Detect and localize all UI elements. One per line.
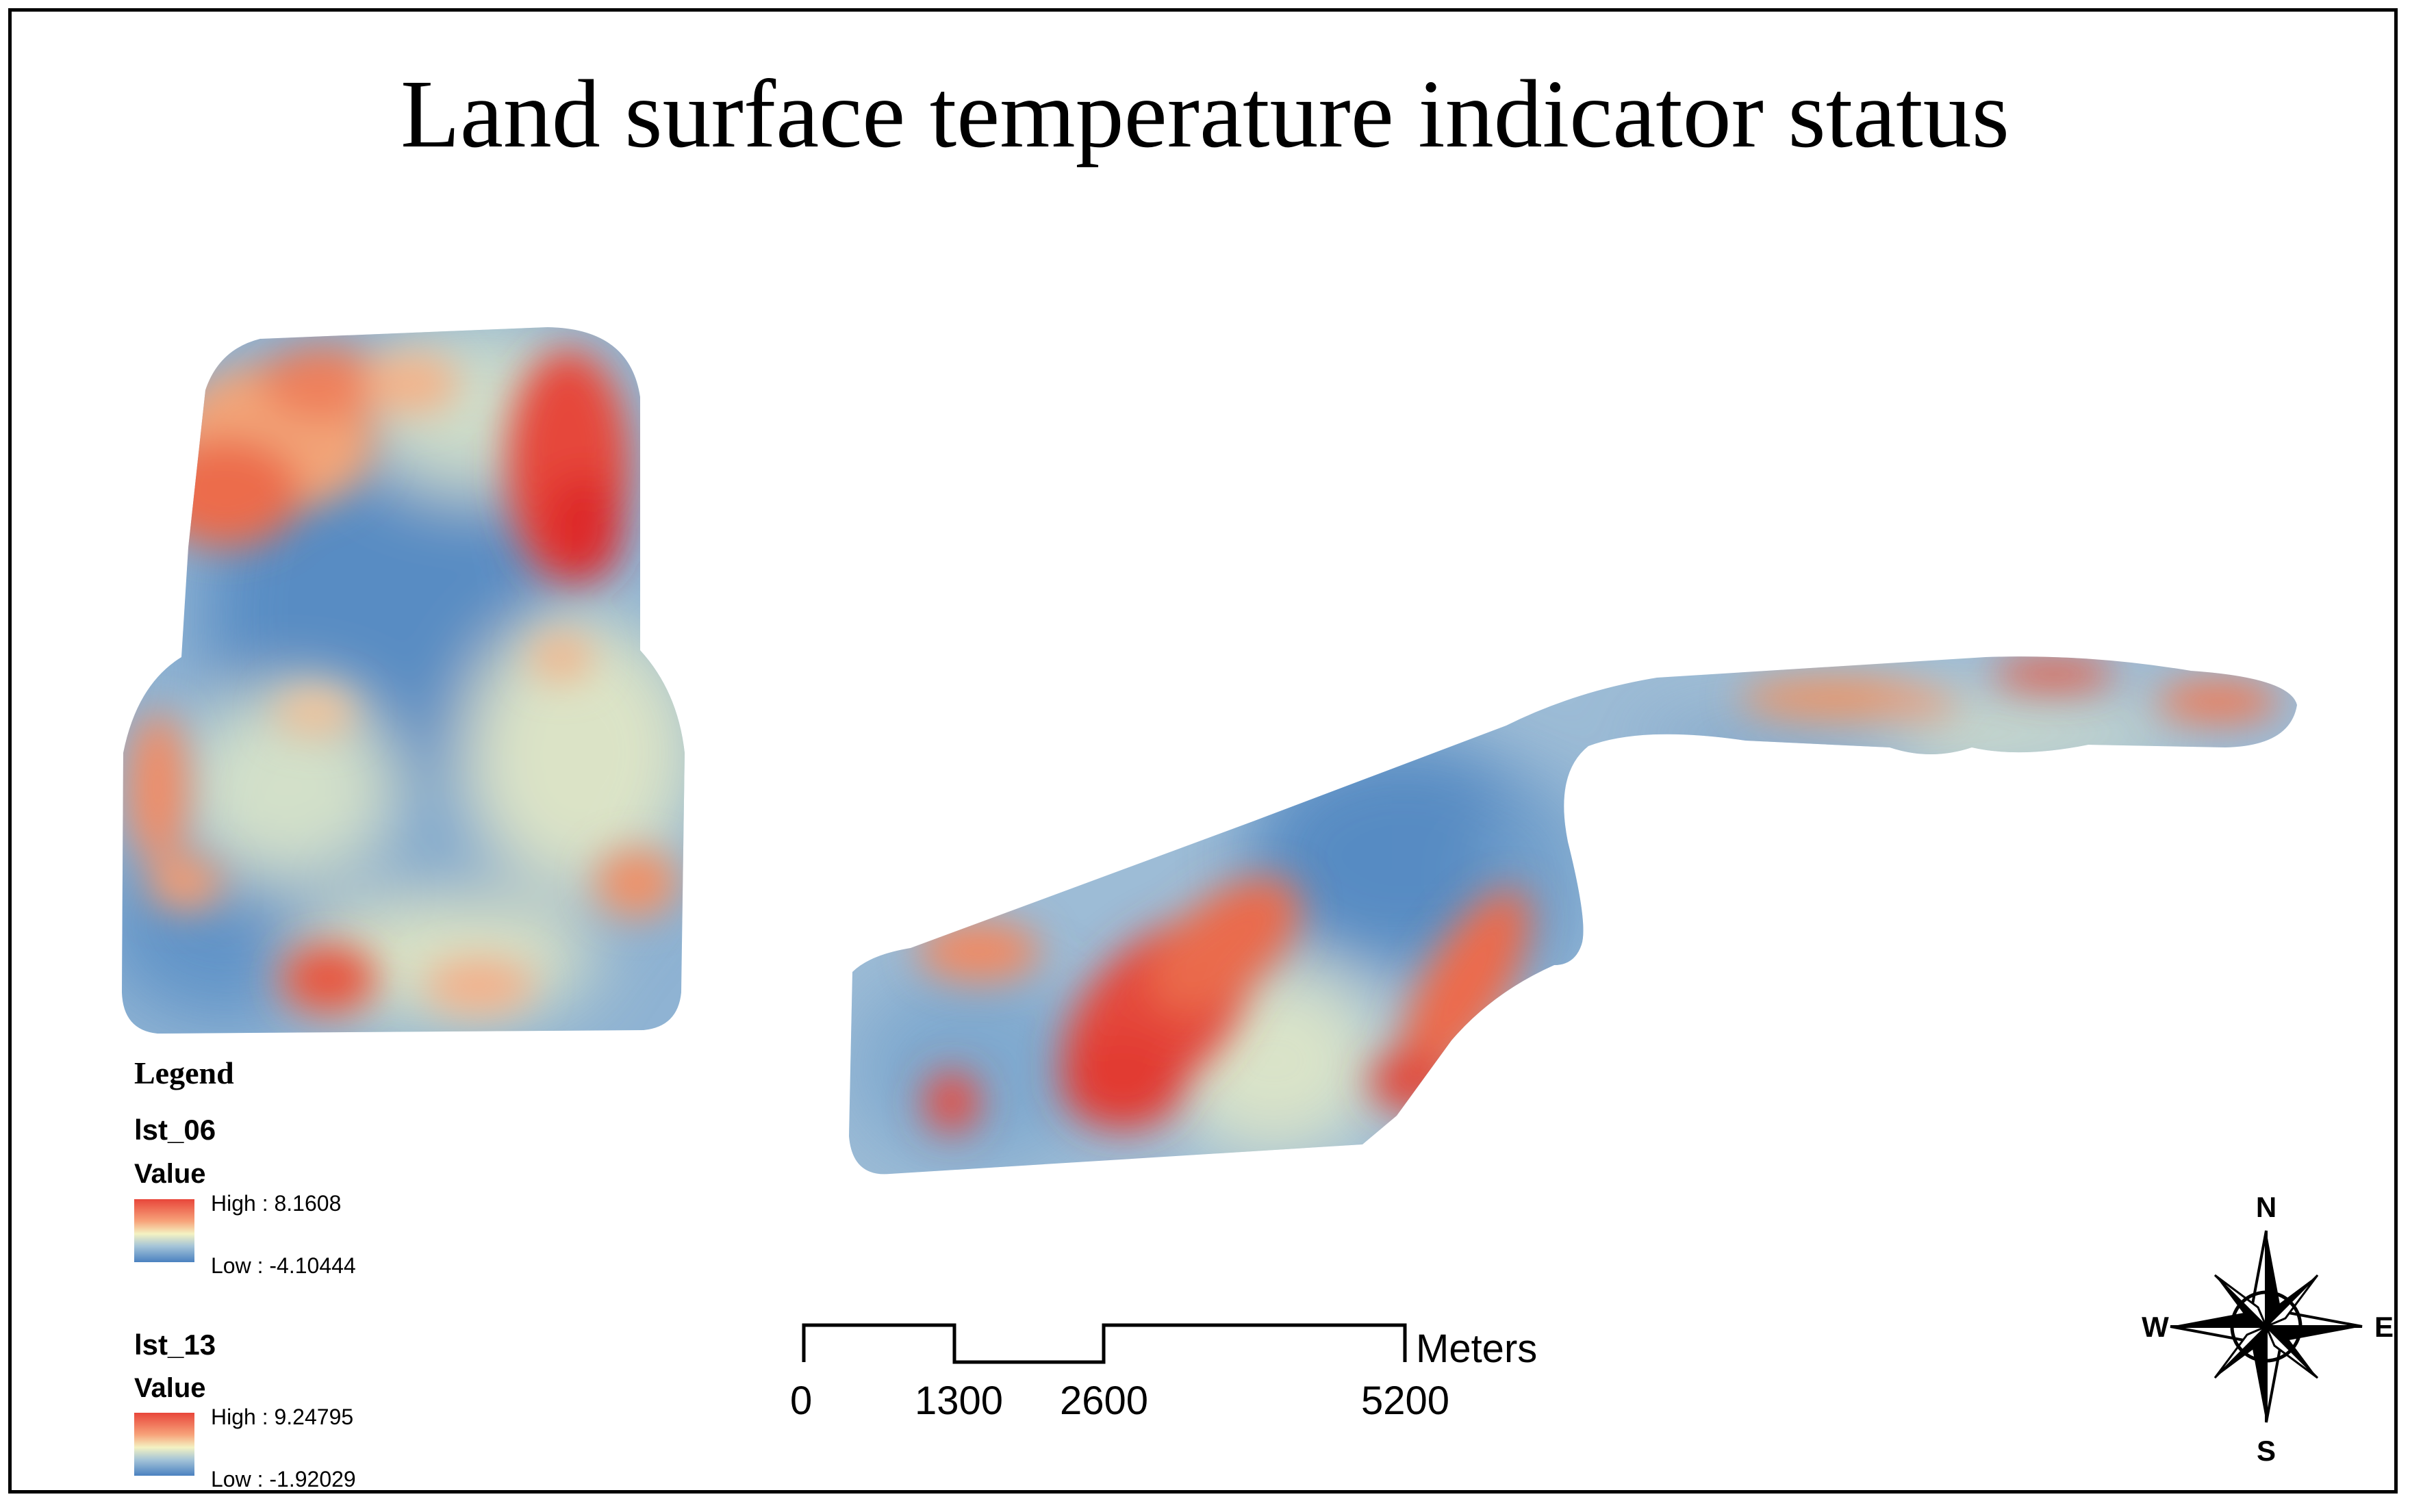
legend-value-label: Value	[134, 1159, 206, 1189]
scale-bar	[802, 1323, 1407, 1364]
north-arrow-n: N	[2256, 1191, 2276, 1223]
scale-unit: Meters	[1416, 1327, 1538, 1371]
legend-low-label: Low : -4.10444	[211, 1253, 356, 1278]
map-title: Land surface temperature indicator statu…	[401, 60, 2009, 168]
legend-layer-name: lst_13	[134, 1329, 216, 1361]
legend-heading: Legend	[134, 1055, 234, 1090]
scale-tick-5200: 5200	[1361, 1379, 1450, 1423]
legend-high-label: High : 8.1608	[211, 1191, 342, 1216]
scale-tick-1300: 1300	[915, 1379, 1004, 1423]
legend-value-label: Value	[134, 1373, 206, 1403]
legend-color-ramp	[134, 1199, 194, 1262]
scale-tick-2600: 2600	[1060, 1379, 1149, 1423]
study-area-east	[849, 656, 2297, 1175]
legend-low-label: Low : -1.92029	[211, 1467, 356, 1491]
north-arrow-s: S	[2257, 1435, 2276, 1467]
legend-color-ramp	[134, 1413, 194, 1476]
scale-tick-0: 0	[790, 1379, 813, 1423]
north-arrow-e: E	[2374, 1311, 2394, 1343]
legend-high-label: High : 9.24795	[211, 1405, 354, 1429]
study-area-west	[122, 327, 685, 1034]
legend-layer-name: lst_06	[134, 1114, 216, 1146]
north-arrow: N S E W	[2142, 1191, 2394, 1467]
north-arrow-w: W	[2142, 1311, 2169, 1343]
